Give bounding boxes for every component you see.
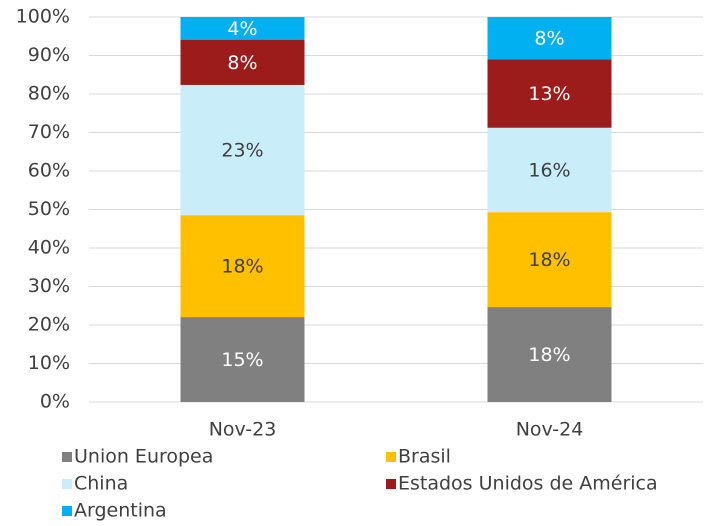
y-tick-label: 90%	[28, 44, 70, 66]
bar-segment	[487, 127, 612, 213]
bar-segment	[180, 17, 305, 40]
y-tick-label: 50%	[28, 198, 70, 220]
y-tick-label: 30%	[28, 275, 70, 297]
y-tick-label: 60%	[28, 160, 70, 182]
bar-segment	[487, 307, 612, 402]
bar-segment	[487, 59, 612, 128]
data-label: 16%	[528, 159, 570, 181]
legend-label: China	[74, 473, 128, 495]
data-label: 4%	[227, 18, 257, 40]
bar-segment	[180, 317, 305, 402]
data-label: 18%	[528, 344, 570, 366]
bar-segment	[180, 84, 305, 216]
y-tick-label: 80%	[28, 83, 70, 105]
y-tick-label: 20%	[28, 314, 70, 336]
legend-label: Brasil	[398, 446, 451, 468]
data-label: 23%	[221, 140, 263, 162]
data-label: 13%	[528, 83, 570, 105]
data-label: 18%	[221, 256, 263, 278]
y-tick-label: 10%	[28, 352, 70, 374]
x-tick-label: Nov-24	[516, 419, 584, 441]
bar-segment	[487, 212, 612, 308]
bar-segment	[487, 17, 612, 60]
legend-label: Argentina	[74, 500, 167, 522]
y-tick-label: 0%	[40, 391, 70, 413]
legend-swatch	[62, 506, 72, 516]
data-label: 15%	[221, 349, 263, 371]
legend-label: Estados Unidos de América	[398, 473, 658, 495]
legend-swatch	[62, 479, 72, 489]
x-tick-label: Nov-23	[209, 419, 277, 441]
data-label: 8%	[534, 28, 564, 50]
y-tick-label: 70%	[28, 121, 70, 143]
bar-segment	[180, 215, 305, 318]
y-tick-label: 100%	[16, 6, 70, 28]
y-tick-label: 40%	[28, 237, 70, 259]
legend-swatch	[62, 452, 72, 462]
data-label: 18%	[528, 249, 570, 271]
data-label: 8%	[227, 52, 257, 74]
legend-swatch	[386, 479, 396, 489]
bar-segment	[180, 39, 305, 85]
legend-swatch	[386, 452, 396, 462]
legend-label: Union Europea	[74, 446, 213, 468]
